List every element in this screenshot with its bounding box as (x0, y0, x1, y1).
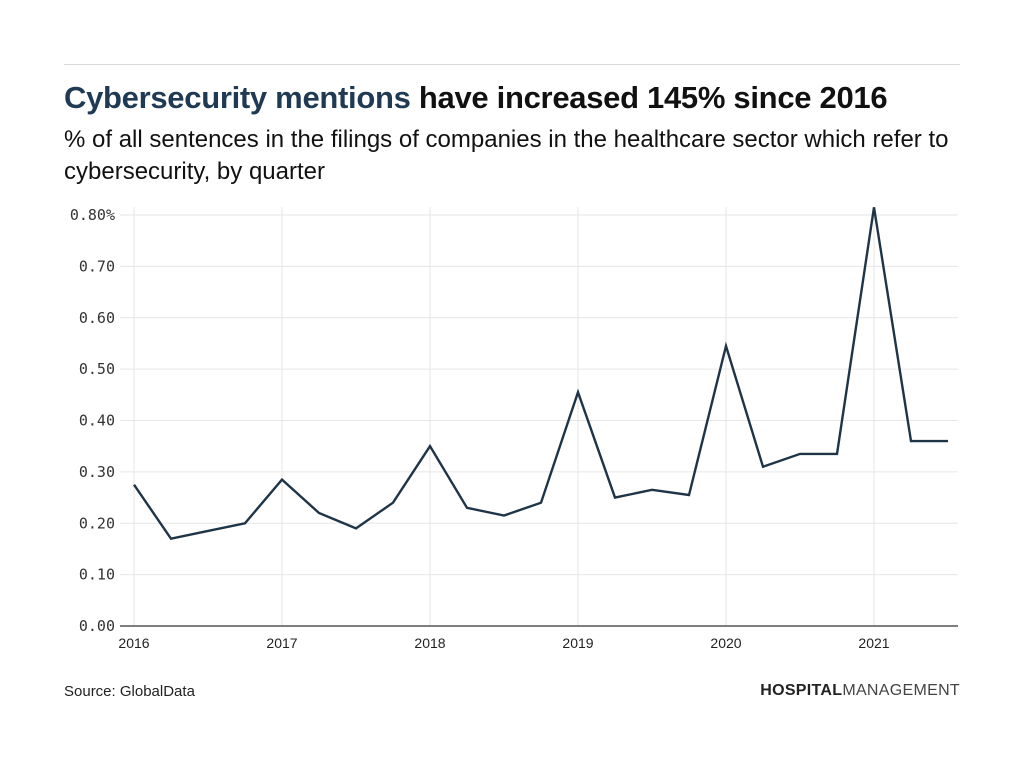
brand-bold: HOSPITAL (760, 682, 843, 699)
y-tick-label: 0.70 (79, 257, 115, 275)
x-tick-label: 2018 (414, 635, 445, 651)
chart-title: Cybersecurity mentions have increased 14… (64, 80, 888, 116)
y-tick-label: 0.30 (79, 463, 115, 481)
y-tick-label: 0.00 (79, 617, 115, 635)
source-note: Source: GlobalData (64, 683, 195, 700)
series-line (133, 207, 948, 541)
brand-light: MANAGEMENT (842, 682, 960, 699)
title-highlight: Cybersecurity mentions (64, 80, 411, 115)
y-tick-label: 0.40 (79, 412, 115, 430)
brand-logo: HOSPITALMANAGEMENT (760, 682, 960, 700)
y-tick-label: 0.20 (79, 514, 115, 532)
x-tick-label: 2019 (562, 635, 593, 651)
y-tick-label: 0.60 (79, 309, 115, 327)
top-divider (64, 64, 960, 65)
y-tick-label: 0.10 (79, 566, 115, 584)
x-tick-label: 2020 (710, 635, 741, 651)
y-tick-label: 0.80% (70, 206, 115, 224)
title-rest: have increased 145% since 2016 (410, 80, 888, 115)
x-tick-label: 2016 (118, 635, 149, 651)
chart-subtitle: % of all sentences in the filings of com… (64, 126, 949, 185)
x-tick-label: 2021 (858, 635, 889, 651)
x-tick-label: 2017 (266, 635, 297, 651)
y-tick-label: 0.50 (79, 360, 115, 378)
